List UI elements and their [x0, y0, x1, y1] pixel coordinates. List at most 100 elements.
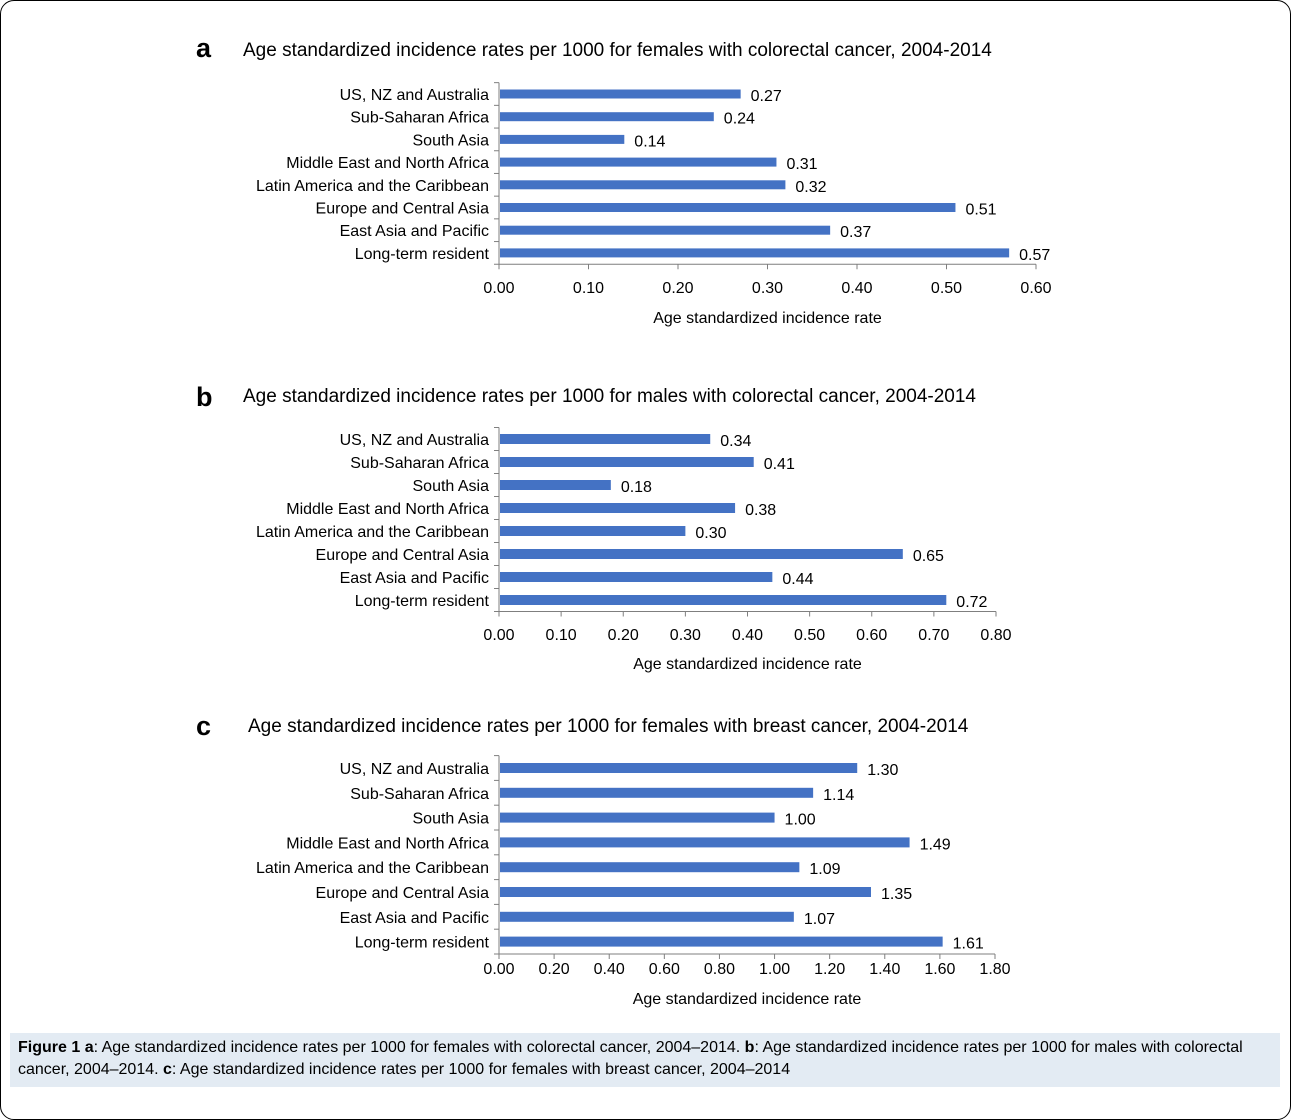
chart-a-x-tick-label: 0.30	[752, 280, 783, 297]
chart-b-x-tick-label: 0.30	[670, 627, 701, 644]
chart-c-x-tick-label: 1.00	[759, 961, 790, 978]
chart-a-panel-letter: a	[196, 33, 212, 63]
chart-c-x-tick-label: 0.60	[649, 961, 680, 978]
caption-letter-b: b	[744, 1039, 755, 1056]
chart-c-category-label: US, NZ and Australia	[340, 761, 490, 778]
chart-b-x-tick-label: 0.10	[546, 627, 577, 644]
chart-b-category-label: Sub-Saharan Africa	[350, 455, 489, 472]
chart-b-category-label: South Asia	[413, 478, 490, 495]
chart-c-value-label: 1.30	[867, 762, 898, 779]
chart-a-x-tick-label: 0.20	[662, 280, 693, 297]
chart-a-value-label: 0.27	[751, 88, 782, 105]
chart-b-bar	[500, 595, 947, 605]
chart-b-x-axis-label: Age standardized incidence rate	[633, 656, 862, 673]
chart-c-value-label: 1.07	[804, 911, 835, 928]
chart-c-x-tick-label: 0.40	[594, 961, 625, 978]
chart-b-bar	[500, 503, 736, 513]
chart-b-value-label: 0.38	[745, 502, 776, 519]
chart-a-category-label: East Asia and Pacific	[340, 223, 489, 240]
chart-c-bar	[500, 862, 800, 873]
chart-a-category-label: Latin America and the Caribbean	[256, 178, 489, 195]
chart-c-category-label: South Asia	[413, 811, 490, 828]
chart-b-bar	[500, 434, 711, 444]
chart-b-bar	[500, 549, 903, 559]
chart-c-x-tick-label: 1.60	[924, 961, 955, 978]
figure-caption: Figure 1 a: Age standardized incidence r…	[10, 1033, 1280, 1087]
chart-a-x-axis-label: Age standardized incidence rate	[653, 310, 882, 327]
chart-a-x-tick-label: 0.60	[1020, 280, 1051, 297]
chart-b-value-label: 0.44	[782, 571, 813, 588]
chart-b-title: Age standardized incidence rates per 100…	[243, 386, 976, 407]
chart-c-value-label: 1.49	[920, 836, 951, 853]
chart-a-value-label: 0.32	[795, 179, 826, 196]
chart-a-title: Age standardized incidence rates per 100…	[243, 40, 992, 61]
chart-b-x-tick-label: 0.50	[794, 627, 825, 644]
chart-a-bar	[500, 112, 714, 122]
chart-b-bar	[500, 572, 773, 582]
chart-b-value-label: 0.18	[621, 479, 652, 496]
chart-a-x-tick-label: 0.10	[573, 280, 604, 297]
chart-a-value-label: 0.37	[840, 224, 871, 241]
chart-b-bar	[500, 457, 754, 467]
chart-c-x-tick-label: 1.40	[869, 961, 900, 978]
chart-b-x-tick-label: 0.00	[483, 627, 514, 644]
chart-a-category-label: Sub-Saharan Africa	[350, 110, 489, 127]
chart-a-bar	[500, 157, 777, 167]
chart-b-value-label: 0.65	[913, 548, 944, 565]
chart-b-value-label: 0.72	[956, 594, 987, 611]
chart-a-value-label: 0.14	[634, 133, 665, 150]
caption-letter-a: a	[84, 1039, 94, 1056]
chart-a-value-label: 0.31	[786, 156, 817, 173]
chart-b-value-label: 0.34	[720, 433, 751, 450]
chart-c-x-tick-label: 0.00	[483, 961, 514, 978]
chart-c-title: Age standardized incidence rates per 100…	[248, 716, 969, 737]
chart-b-category-label: US, NZ and Australia	[340, 432, 490, 449]
chart-b-bar	[500, 480, 611, 490]
chart-b-value-label: 0.41	[764, 456, 795, 473]
chart-c-category-label: Sub-Saharan Africa	[350, 786, 489, 803]
caption-text-c: : Age standardized incidence rates per 1…	[171, 1061, 791, 1078]
caption-text-a: : Age standardized incidence rates per 1…	[93, 1039, 745, 1056]
chart-c-bar	[500, 763, 858, 773]
chart-a-value-label: 0.51	[965, 202, 996, 219]
chart-a-value-label: 0.24	[724, 111, 755, 128]
chart-a-bar	[500, 180, 786, 190]
chart-a-category-label: Europe and Central Asia	[316, 201, 490, 218]
chart-b-value-label: 0.30	[695, 525, 726, 542]
chart-b-x-tick-label: 0.40	[732, 627, 763, 644]
chart-b-category-label: Europe and Central Asia	[316, 547, 490, 564]
chart-c-x-tick-label: 0.20	[539, 961, 570, 978]
chart-c-value-label: 1.35	[881, 886, 912, 903]
chart-c-bar	[500, 837, 910, 848]
chart-b-x-tick-label: 0.60	[856, 627, 887, 644]
chart-c-category-label: Middle East and North Africa	[286, 835, 489, 852]
chart-c-value-label: 1.14	[823, 787, 854, 804]
chart-c-bar	[500, 787, 814, 798]
chart-a-category-label: US, NZ and Australia	[340, 87, 490, 104]
chart-c-bar	[500, 911, 794, 922]
chart-a-bar	[500, 134, 625, 144]
chart-a-category-label: Middle East and North Africa	[286, 155, 489, 172]
chart-a-bar	[500, 89, 741, 99]
caption-label: Figure 1	[18, 1039, 81, 1056]
caption-letter-c: c	[163, 1061, 172, 1078]
chart-b-panel-letter: b	[196, 382, 213, 412]
chart-b-x-tick-label: 0.80	[980, 627, 1011, 644]
caption-text-b: : Age standardized incidence rates per 1…	[18, 1039, 1243, 1078]
chart-a-bar	[500, 225, 831, 235]
chart-b-x-tick-label: 0.70	[918, 627, 949, 644]
chart-b-bar	[500, 526, 686, 536]
chart-c-x-tick-label: 0.80	[704, 961, 735, 978]
chart-c-category-label: Europe and Central Asia	[316, 885, 490, 902]
chart-b-category-label: East Asia and Pacific	[340, 570, 489, 587]
chart-c-category-label: Long-term resident	[355, 935, 490, 952]
chart-a-value-label: 0.57	[1019, 247, 1050, 264]
chart-a-bar	[500, 203, 956, 212]
chart-c-panel-letter: c	[196, 711, 211, 741]
chart-a-bar	[500, 248, 1010, 258]
chart-c-bar	[500, 936, 943, 947]
chart-a-category-label: South Asia	[413, 132, 490, 149]
chart-b-x-tick-label: 0.20	[608, 627, 639, 644]
chart-a-x-tick-label: 0.50	[931, 280, 962, 297]
chart-b-category-label: Middle East and North Africa	[286, 501, 489, 518]
